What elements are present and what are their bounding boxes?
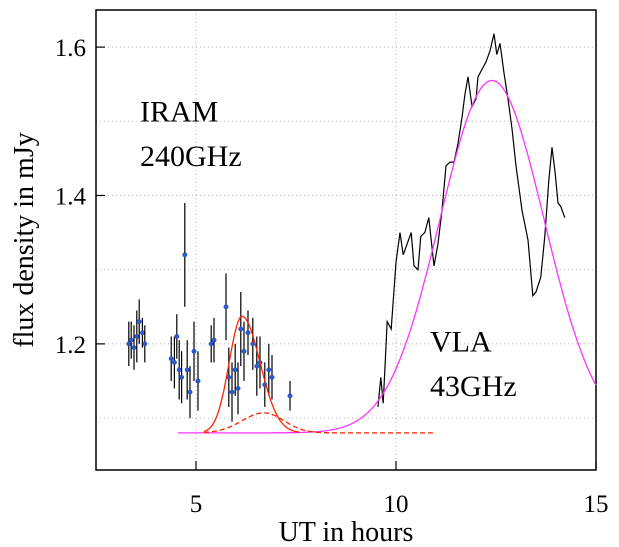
iram-data-point <box>168 336 174 381</box>
plot-frame <box>95 9 597 471</box>
iram-data-point <box>136 299 142 344</box>
annotations: IRAM 240GHz VLA 43GHz <box>140 95 517 403</box>
iram-data-point <box>269 355 275 400</box>
data-marker <box>142 341 148 347</box>
x-tick-label: 10 <box>384 491 409 518</box>
data-marker <box>171 359 177 365</box>
data-marker <box>266 367 272 373</box>
iram-data-point <box>211 317 217 363</box>
data-marker <box>179 374 185 380</box>
iram-data-point <box>226 347 232 407</box>
iram-data-point <box>142 325 148 363</box>
iram-annotation-line: 240GHz <box>140 140 242 173</box>
gridlines <box>96 10 597 470</box>
iram-data-point <box>254 336 260 396</box>
data-marker <box>229 389 235 395</box>
y-axis-label: flux density in mJy <box>9 132 40 347</box>
iram-data-point <box>131 325 137 370</box>
iram-data-point <box>184 340 190 400</box>
data-marker <box>208 341 214 347</box>
data-marker <box>134 334 140 339</box>
iram-data-point <box>134 310 140 363</box>
data-marker <box>195 378 201 384</box>
axes: 5 10 15 1.2 1.4 1.6 <box>55 35 609 518</box>
x-tick-label: 5 <box>190 491 203 518</box>
iram-fit-curve-dashed <box>203 412 434 434</box>
iram-data-point <box>126 321 132 367</box>
iram-data-point <box>250 317 256 370</box>
iram-data-point <box>235 362 241 415</box>
iram-data-point <box>241 321 247 381</box>
data-marker <box>238 326 244 332</box>
iram-data-point <box>245 310 251 355</box>
data-marker <box>139 330 145 336</box>
data-marker <box>211 337 217 343</box>
x-axis-label: UT in hours <box>279 517 414 547</box>
iram-data-point <box>187 366 193 419</box>
iram-data-point <box>171 336 177 389</box>
data-marker <box>182 252 188 258</box>
data-marker <box>131 345 137 351</box>
data-marker <box>245 330 251 336</box>
y-tick-label: 1.2 <box>55 332 86 359</box>
data-marker <box>269 374 275 380</box>
data-marker <box>174 334 180 339</box>
data-marker <box>187 389 193 395</box>
data-marker <box>287 393 293 399</box>
data-marker <box>191 348 197 354</box>
vla-data-line <box>377 33 566 407</box>
series-layer <box>126 33 597 434</box>
data-marker <box>168 356 174 362</box>
y-tick-label: 1.4 <box>55 183 87 210</box>
iram-data-point <box>208 325 214 363</box>
y-tick-label: 1.6 <box>55 35 86 62</box>
iram-data-point <box>195 351 201 411</box>
data-marker <box>232 367 238 373</box>
iram-data-point <box>182 202 188 307</box>
iram-data-point <box>179 351 185 404</box>
data-marker <box>223 304 229 310</box>
vla-annotation-line: VLA <box>430 325 492 358</box>
iram-data-point <box>238 291 244 367</box>
x-tick-label: 15 <box>584 491 609 518</box>
data-marker <box>184 367 190 373</box>
iram-fit-curve <box>203 315 301 433</box>
vla-gaussian-fit-curve <box>178 79 597 434</box>
iram-data-point <box>191 321 197 381</box>
iram-data-point <box>287 380 293 411</box>
iram-data-point <box>176 340 182 400</box>
data-marker <box>235 385 241 391</box>
iram-annotation-line: IRAM <box>140 95 218 128</box>
iram-data-point <box>229 362 235 422</box>
iram-data-point <box>128 321 134 359</box>
data-marker <box>128 337 134 343</box>
data-marker <box>254 363 260 369</box>
data-marker <box>136 319 142 325</box>
data-marker <box>176 367 182 373</box>
iram-data-point <box>223 273 229 341</box>
vla-annotation-line: 43GHz <box>430 370 517 403</box>
iram-data-point <box>266 343 272 396</box>
iram-data-point <box>174 314 180 359</box>
data-marker <box>241 348 247 354</box>
